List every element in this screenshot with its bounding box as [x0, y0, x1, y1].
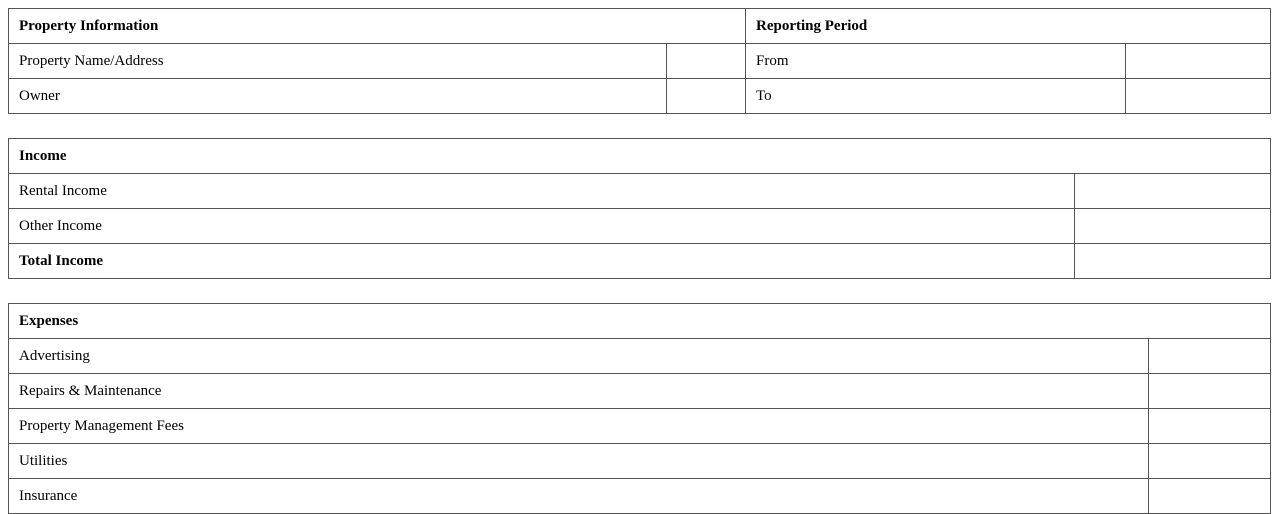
income-heading: Income [8, 138, 1271, 174]
property-info-heading: Property Information [7, 8, 747, 44]
repairs-field[interactable] [1148, 373, 1271, 409]
management-fees-label: Property Management Fees [8, 408, 1149, 444]
rental-income-field[interactable] [1074, 173, 1271, 209]
income-table: Income Rental Income Other Income Total … [8, 138, 1271, 279]
expenses-heading: Expenses [8, 303, 1271, 339]
other-income-field[interactable] [1074, 208, 1271, 244]
from-field[interactable] [1125, 43, 1272, 79]
advertising-label: Advertising [8, 338, 1149, 374]
reporting-period-heading: Reporting Period [745, 8, 1272, 44]
other-income-label: Other Income [8, 208, 1075, 244]
advertising-field[interactable] [1148, 338, 1271, 374]
property-name-label: Property Name/Address [8, 43, 667, 79]
management-fees-field[interactable] [1148, 408, 1271, 444]
owner-field[interactable] [665, 78, 747, 114]
to-field[interactable] [1125, 78, 1272, 114]
rental-income-label: Rental Income [8, 173, 1075, 209]
from-label: From [745, 43, 1127, 79]
total-income-field[interactable] [1074, 243, 1271, 279]
to-label: To [745, 78, 1127, 114]
property-info-table: Property Information Reporting Period Pr… [7, 8, 1272, 114]
total-income-label: Total Income [8, 243, 1075, 279]
owner-label: Owner [8, 78, 667, 114]
utilities-label: Utilities [8, 443, 1149, 479]
insurance-label: Insurance [8, 478, 1149, 514]
property-name-field[interactable] [665, 43, 747, 79]
repairs-label: Repairs & Maintenance [8, 373, 1149, 409]
insurance-field[interactable] [1148, 478, 1271, 514]
utilities-field[interactable] [1148, 443, 1271, 479]
expenses-table: Expenses Advertising Repairs & Maintenan… [8, 303, 1271, 514]
